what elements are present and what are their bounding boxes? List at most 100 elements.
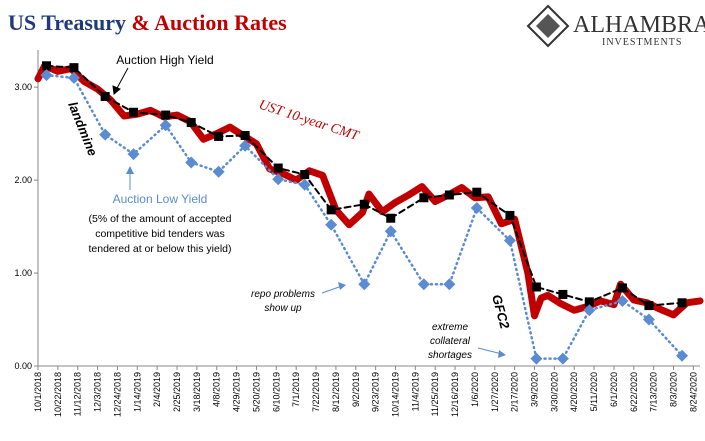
marker xyxy=(584,297,594,307)
marker xyxy=(384,225,397,238)
annotation: landmine xyxy=(65,100,100,159)
annotation: extreme xyxy=(432,322,469,333)
y-tick-label: 1.00 xyxy=(14,268,32,278)
x-tick-label: 5/11/2020 xyxy=(589,372,599,411)
marker xyxy=(359,199,369,209)
x-tick-label: 12/3/2018 xyxy=(93,372,103,412)
arrow xyxy=(115,67,129,91)
logo-icon-inner xyxy=(536,14,560,38)
marker xyxy=(186,117,196,127)
marker xyxy=(530,352,543,365)
series-label: UST 10-year CMT xyxy=(257,98,362,145)
x-tick-label: 5/20/2019 xyxy=(251,372,261,412)
marker xyxy=(67,71,80,84)
logo-name: ALHAMBRA xyxy=(573,12,705,38)
marker xyxy=(240,131,250,141)
title-highlight: & Auction Rates xyxy=(131,10,287,35)
x-tick-label: 11/4/2019 xyxy=(410,372,420,411)
marker xyxy=(129,107,139,117)
y-tick-label: 2.00 xyxy=(14,175,32,185)
marker xyxy=(273,163,283,173)
marker xyxy=(417,278,430,291)
arrow xyxy=(321,285,343,294)
marker xyxy=(644,301,654,311)
marker xyxy=(617,283,627,293)
annotation: show up xyxy=(264,303,302,314)
annotation: shortages xyxy=(428,350,472,361)
marker xyxy=(642,313,655,326)
x-tick-label: 3/9/2020 xyxy=(530,372,540,407)
x-tick-label: 11/12/2018 xyxy=(73,372,83,416)
marker xyxy=(300,170,310,180)
marker xyxy=(676,349,689,362)
logo: ALHAMBRA INVESTMENTS xyxy=(526,4,705,48)
marker xyxy=(40,69,53,82)
arrows xyxy=(112,67,506,358)
annotation: repo problems xyxy=(251,289,315,300)
marker xyxy=(677,298,687,308)
x-tick-label: 6/1/2020 xyxy=(609,372,619,407)
x-tick-label: 4/20/2020 xyxy=(569,372,579,412)
marker xyxy=(358,278,371,291)
marker xyxy=(472,187,482,197)
marker xyxy=(212,165,225,178)
marker xyxy=(239,139,252,152)
x-tick-label: 2/4/2019 xyxy=(152,372,162,407)
x-tick-label: 6/22/2020 xyxy=(629,372,639,412)
marker xyxy=(99,128,112,141)
arrow-head xyxy=(338,282,346,290)
series-line xyxy=(34,62,704,320)
x-tick-label: 1/14/2019 xyxy=(132,372,142,412)
x-tick-label: 8/24/2020 xyxy=(688,372,698,412)
series-line xyxy=(45,64,684,307)
x-tick-label: 8/12/2019 xyxy=(331,372,341,412)
chart-title: US Treasury & Auction Rates xyxy=(8,10,287,35)
series-label: Auction Low Yield xyxy=(113,192,208,206)
marker xyxy=(185,156,198,169)
x-tick-label: 4/8/2019 xyxy=(212,372,222,407)
x-tick-label: 6/10/2019 xyxy=(271,372,281,412)
x-tick-label: 7/13/2020 xyxy=(649,372,659,412)
x-tick-label: 3/18/2019 xyxy=(192,372,202,412)
x-tick-label: 12/16/2019 xyxy=(450,372,460,417)
marker xyxy=(505,210,515,220)
marker xyxy=(100,91,110,101)
marker xyxy=(558,289,568,299)
marker xyxy=(470,202,483,214)
x-tick-label: 1/6/2020 xyxy=(470,372,480,407)
annotation: collateral xyxy=(430,336,471,347)
annotation: tendered at or below this yield) xyxy=(89,243,232,255)
annotation: competitive bid tenders was xyxy=(95,228,225,240)
x-tick-label: 7/1/2019 xyxy=(291,372,301,407)
logo-icon xyxy=(526,4,570,48)
y-tick-label: 0.00 xyxy=(14,361,32,371)
x-tick-label: 9/23/2019 xyxy=(371,372,381,412)
marker xyxy=(325,218,338,231)
x-tick-label: 1/27/2020 xyxy=(490,372,500,412)
marker xyxy=(272,173,285,186)
annotation: (5% of the amount of accepted xyxy=(88,213,231,225)
arrow-head xyxy=(126,166,134,174)
marker xyxy=(214,131,224,141)
x-tick-label: 7/22/2019 xyxy=(311,372,321,412)
marker xyxy=(161,110,171,120)
marker xyxy=(159,119,172,132)
arrow xyxy=(477,347,503,355)
x-tick-label: 2/17/2020 xyxy=(510,372,520,412)
marker xyxy=(616,294,629,307)
marker xyxy=(326,205,336,215)
marker xyxy=(386,213,396,223)
marker xyxy=(443,278,456,291)
arrow-head xyxy=(112,85,121,95)
marker xyxy=(298,178,311,191)
logo-tagline: INVESTMENTS xyxy=(602,37,682,48)
x-tick-label: 4/29/2019 xyxy=(232,372,242,412)
x-tick-label: 11/25/2019 xyxy=(430,372,440,416)
x-tick-label: 2/25/2019 xyxy=(172,372,182,412)
series-label: Auction High Yield xyxy=(116,53,213,67)
x-tick-label: 10/14/2019 xyxy=(390,372,400,417)
arrow-head xyxy=(498,350,506,358)
marker xyxy=(503,234,516,247)
marker xyxy=(42,61,52,71)
